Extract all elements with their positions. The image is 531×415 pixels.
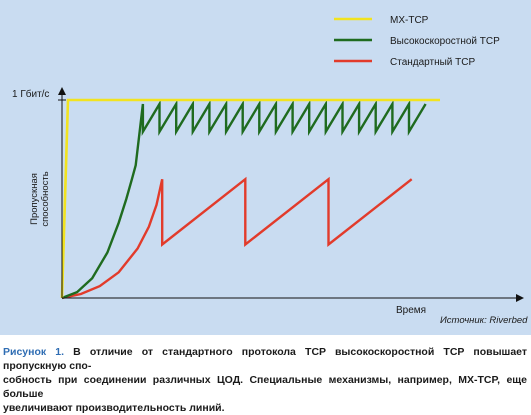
series-line-high-speed-tcp [61, 99, 427, 300]
y-tick-label: 1 Гбит/с [12, 88, 49, 100]
caption-line-1: Рисунок 1. В отличие от стандартного про… [3, 345, 527, 373]
legend-label-standard-tcp: Стандартный TCP [390, 57, 475, 68]
x-axis-arrow [516, 294, 524, 302]
axes [58, 87, 524, 302]
series-line-standard-tcp [61, 176, 413, 300]
x-axis-label: Время [396, 305, 426, 316]
caption-text-1: В отличие от стандартного протокола TCP … [3, 346, 527, 372]
caption-line-2: собность при соединении различных ЦОД. С… [3, 374, 527, 400]
legend-label-high-speed-tcp: Высокоскоростной TCP [390, 36, 500, 47]
source-note: Источник: Riverbed [440, 315, 528, 326]
caption-line-3: увеличивают производительность линий. [3, 402, 225, 414]
legend: MX-TCP Высокоскоростной TCP Стандартный … [334, 15, 500, 68]
y-axis-label-line-2: способность [40, 171, 51, 226]
series-layer [60, 98, 440, 300]
y-axis-label-line-1: Пропускная [29, 173, 40, 225]
chart-panel [0, 0, 531, 335]
figure-caption: Рисунок 1. В отличие от стандартного про… [3, 345, 527, 415]
line-chart: MX-TCP Высокоскоростной TCP Стандартный … [12, 15, 528, 326]
legend-label-mx-tcp: MX-TCP [390, 15, 429, 26]
series-line-mx-tcp [60, 98, 440, 299]
y-axis-arrow [58, 87, 66, 95]
caption-lead: Рисунок 1. [3, 346, 65, 358]
